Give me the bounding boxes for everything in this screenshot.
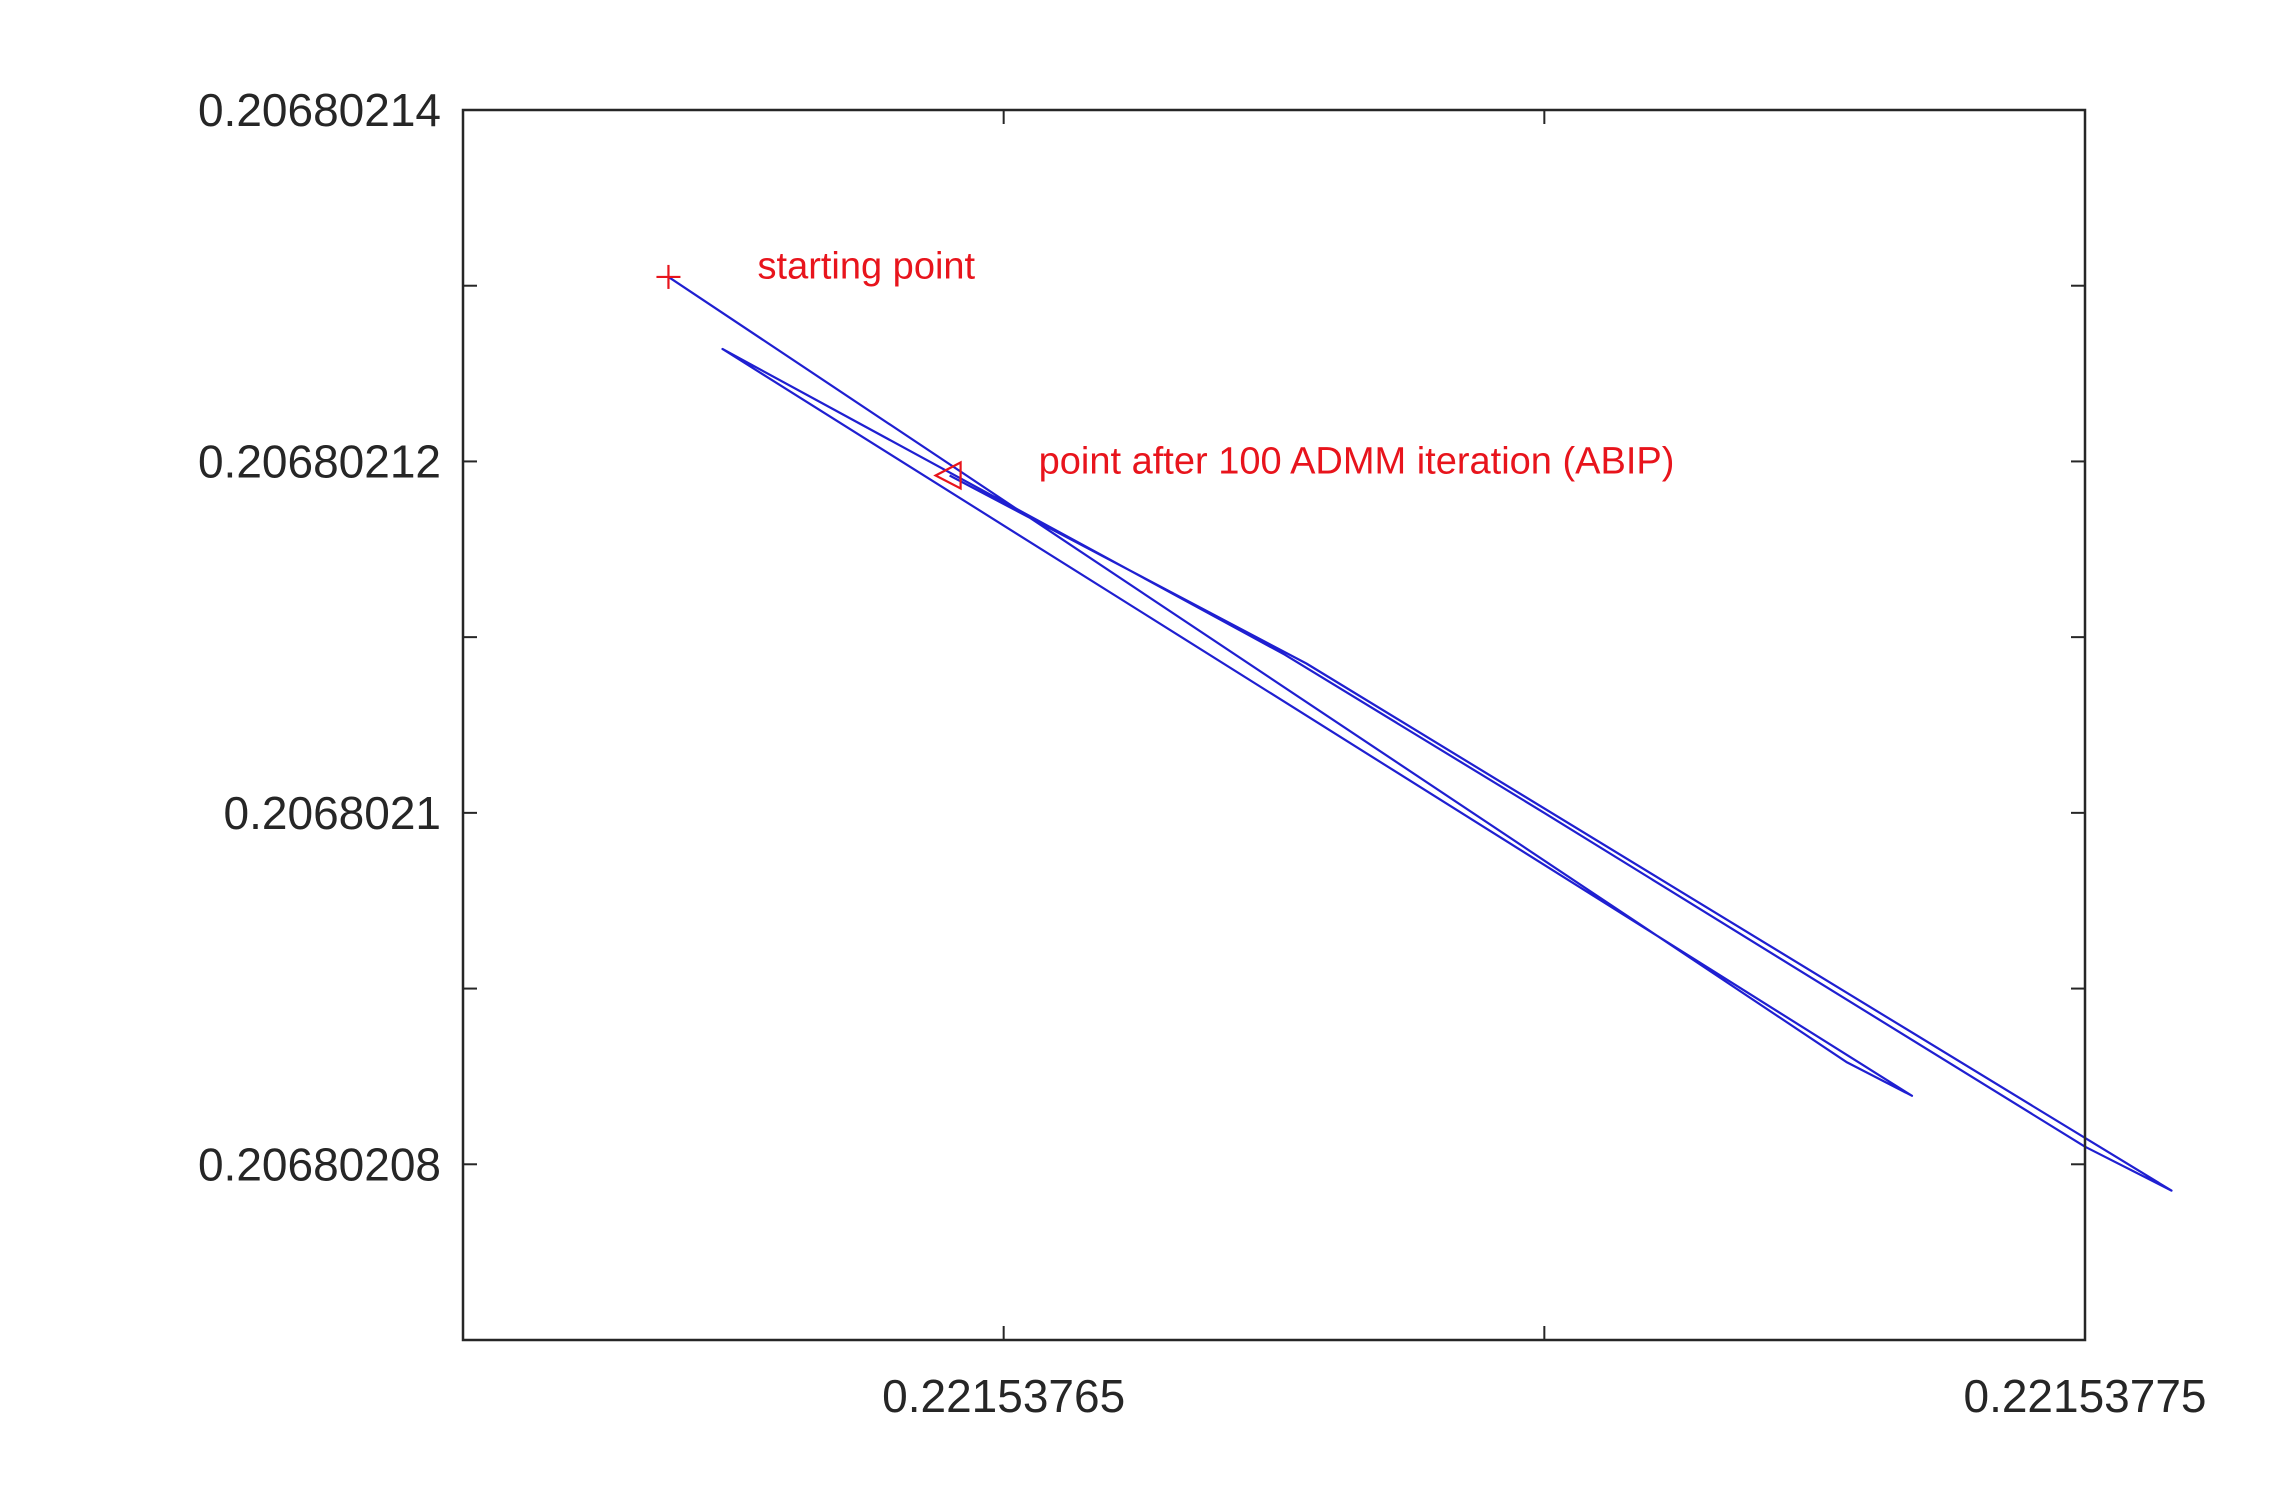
annotation-1: point after 100 ADMM iteration (ABIP) [1039,440,1675,482]
axes-box [461,108,2087,1342]
y-tick-label-4: 0.20680212 [198,435,441,487]
x-tick-label-3: 0.22153775 [1963,1370,2206,1422]
series [667,275,2173,1192]
start-point-marker [656,264,681,289]
markers [656,264,962,491]
y-tick-label-2: 0.2068021 [224,787,441,839]
annotations: starting point point after 100 ADMM itera… [758,245,1675,482]
y-tick-label-6: 0.20680214 [198,84,441,136]
admm-point-marker [933,460,962,491]
y-tick-label-0: 0.20680208 [198,1138,441,1190]
plot-area [463,110,2085,1340]
trajectory-line-0 [667,275,2173,1192]
x-tick-label-1: 0.22153765 [882,1370,1125,1422]
tick-labels: 0.22153765 0.22153775 0.20680208 0.2068021 0… [198,84,2207,1422]
annotation-0: starting point [758,245,976,287]
